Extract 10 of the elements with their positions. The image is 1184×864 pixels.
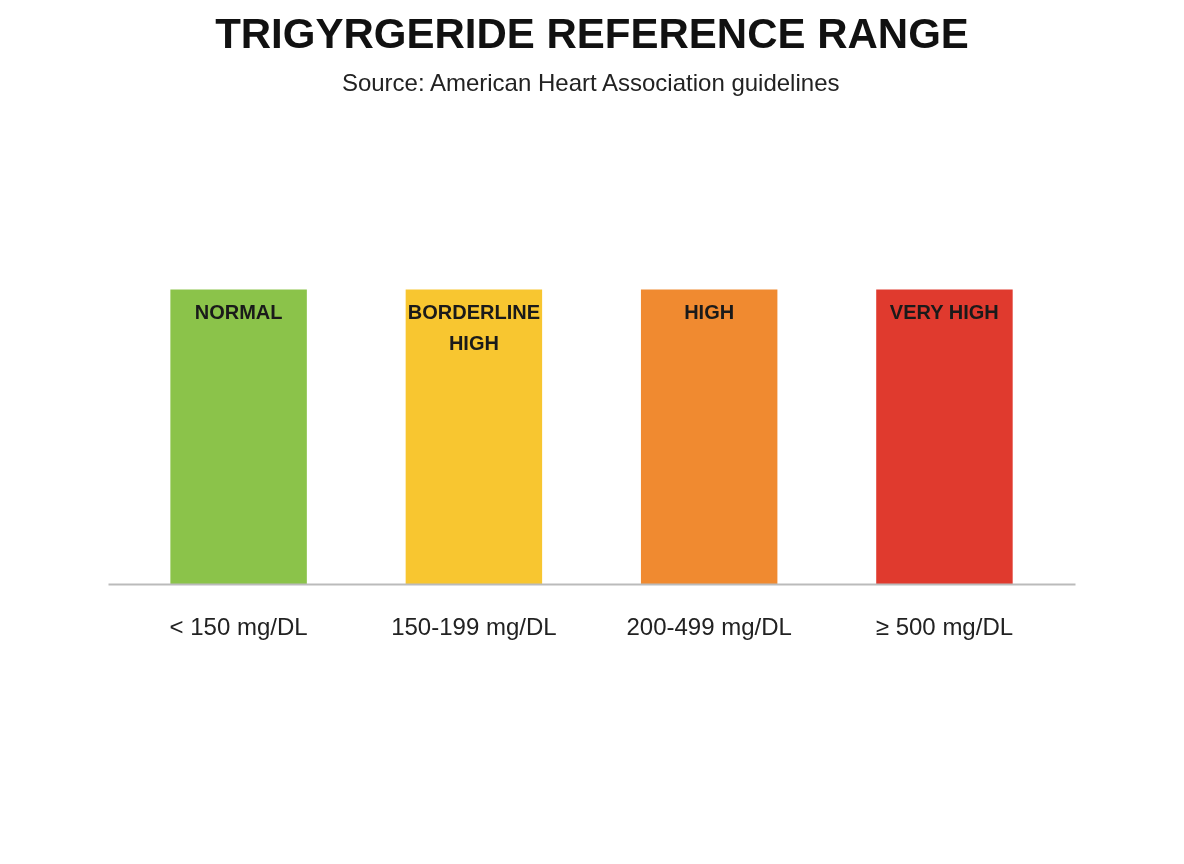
chart-subtitle: Source: American Heart Association guidelines (341, 68, 840, 96)
chart-title: TRIGYRGERIDE REFERENCE RANGE (215, 9, 969, 57)
x-tick-label: 150-199 mg/DL (391, 612, 557, 640)
annotation: VERY HIGH (889, 301, 999, 324)
annotation: BORDERLINE HIGH (407, 301, 541, 355)
annotation: NORMAL (194, 301, 283, 324)
x-tick-label: 200-499 mg/DL (626, 612, 792, 640)
x-tick-label: ≥ 500 mg/DL (875, 612, 1014, 640)
annotation: HIGH (684, 301, 735, 324)
x-tick-label: < 150 mg/DL (169, 612, 308, 640)
